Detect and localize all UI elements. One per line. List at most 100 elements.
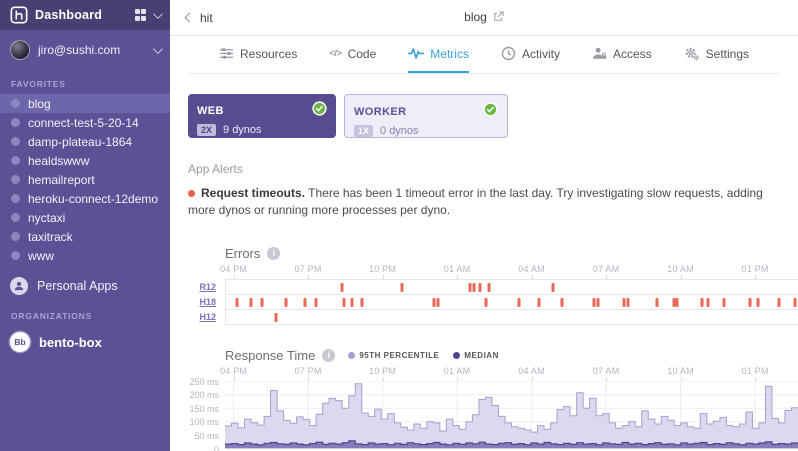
sidebar-item-label: www [28, 248, 54, 263]
gear-icon [684, 47, 700, 61]
legend-dot-icon [453, 351, 461, 359]
error-mark [655, 298, 659, 308]
app-switcher-icon[interactable] [134, 9, 146, 21]
divider [188, 73, 780, 74]
chevron-down-icon[interactable] [152, 8, 163, 19]
chart-title: Errors [225, 245, 261, 261]
tab-label: Access [612, 46, 652, 61]
chart-title: Response Time [225, 347, 316, 363]
sidebar-item-label: nyctaxi [28, 210, 66, 225]
error-mark [596, 298, 600, 308]
y-tick-label: 200 ms [189, 390, 219, 401]
sidebar-item-blog[interactable]: blog [0, 94, 170, 113]
error-mark [626, 298, 630, 308]
tab-label: Code [347, 46, 377, 61]
sidebar-item-heroku-connect-12demo[interactable]: heroku-connect-12demo [0, 189, 170, 208]
tab-label: Resources [239, 46, 298, 61]
y-tick-label: 50 ms [194, 430, 219, 441]
app-dot-icon [11, 194, 20, 203]
legend-dot-icon [348, 351, 356, 359]
org-badge: Bb [10, 332, 30, 352]
x-tick-mark [755, 377, 757, 382]
org-name: bento-box [39, 334, 102, 350]
sidebar-item-label: hemailreport [28, 172, 95, 187]
x-tick-mark [457, 275, 459, 280]
dyno-name: WEB [197, 105, 224, 117]
dyno-card-worker[interactable]: WORKER 1X 0 dynos [344, 94, 508, 138]
app-dot-icon [11, 156, 20, 165]
x-tick-label: 04 PM [220, 366, 248, 377]
sidebar-item-label: blog [28, 96, 51, 111]
error-code-link-H18[interactable]: H18 [199, 297, 216, 308]
tab-label: Settings [705, 46, 750, 61]
account-menu[interactable]: jiro@sushi.com [0, 30, 170, 69]
clock-icon [501, 46, 516, 61]
sidebar-item-nyctaxi[interactable]: nyctaxi [0, 208, 170, 227]
tab-settings[interactable]: Settings [684, 36, 749, 73]
x-tick-label: 10 AM [667, 366, 694, 377]
sidebar-item-www[interactable]: www [0, 246, 170, 265]
error-code-link-R12[interactable]: R12 [199, 282, 216, 293]
sidebar-item-label: connect-test-5-20-14 [28, 115, 139, 130]
error-mark [303, 298, 307, 308]
page-title: blog [170, 10, 798, 25]
legend-item: 95TH PERCENTILE [348, 351, 439, 360]
error-mark [235, 298, 239, 308]
info-icon[interactable]: i [322, 348, 336, 362]
x-tick-mark [680, 377, 682, 382]
sidebar-item-healdswww[interactable]: healdswww [0, 151, 170, 170]
errors-rows: R12 H18 H12 [188, 279, 798, 326]
tab-bar: Resources </> Code Metrics Activity Access Set… [170, 36, 798, 73]
error-mark [274, 313, 278, 323]
response-time-chart: Response Time i 95TH PERCENTILE MEDIAN 04… [188, 347, 798, 451]
x-tick-label: 07 PM [294, 264, 322, 275]
chevron-left-icon [184, 12, 195, 23]
error-code-link-H12[interactable]: H12 [199, 312, 216, 323]
error-mark [249, 298, 253, 308]
app-alerts-heading: App Alerts [188, 162, 243, 176]
sidebar-item-bento-box[interactable]: Bb bento-box [0, 326, 170, 358]
heroku-logo-icon[interactable] [10, 6, 28, 24]
app-dot-icon [11, 213, 20, 222]
sidebar-item-damp-plateau-1864[interactable]: damp-plateau-1864 [0, 132, 170, 151]
app-dot-icon [11, 232, 20, 241]
tab-metrics[interactable]: Metrics [408, 36, 469, 73]
pulse-icon [408, 47, 425, 60]
status-ok-icon [312, 101, 327, 121]
app-dot-icon [11, 137, 20, 146]
y-tick-label: 250 ms [189, 376, 219, 387]
x-tick-label: 07 AM [592, 264, 620, 275]
x-tick-mark [382, 275, 384, 280]
back-label: hit [200, 10, 213, 25]
header-actions [134, 8, 163, 21]
dyno-card-web[interactable]: WEB 2X 9 dynos [188, 94, 336, 138]
tab-activity[interactable]: Activity [501, 36, 560, 73]
user-email: jiro@sushi.com [38, 43, 121, 57]
tab-access[interactable]: Access [592, 36, 652, 73]
error-mark [436, 298, 440, 308]
info-icon[interactable]: i [267, 246, 281, 260]
external-link-icon[interactable] [493, 11, 504, 25]
tab-resources[interactable]: Resources [219, 36, 297, 73]
sidebar-item-personal-apps[interactable]: Personal Apps [0, 265, 170, 301]
error-mark [748, 298, 752, 308]
legend-item: MEDIAN [453, 351, 499, 360]
error-mark [487, 283, 491, 293]
sidebar-item-label: healdswww [28, 153, 90, 168]
tab-code[interactable]: </> Code [329, 36, 376, 73]
x-tick-label: 04 PM [220, 264, 248, 275]
x-tick-mark [308, 377, 310, 382]
error-row-R12: R12 [188, 279, 798, 296]
back-button[interactable]: hit [170, 11, 213, 25]
x-tick-mark [680, 275, 682, 280]
sidebar-item-connect-test-5-20-14[interactable]: connect-test-5-20-14 [0, 113, 170, 132]
x-tick-mark [606, 377, 608, 382]
x-tick-mark [531, 377, 533, 382]
favorites-heading: FAVORITES [11, 79, 66, 89]
error-mark [360, 298, 364, 308]
sidebar-item-taxitrack[interactable]: taxitrack [0, 227, 170, 246]
tab-label: Activity [521, 46, 560, 61]
sidebar-item-hemailreport[interactable]: hemailreport [0, 170, 170, 189]
brand-title: Dashboard [35, 8, 103, 22]
